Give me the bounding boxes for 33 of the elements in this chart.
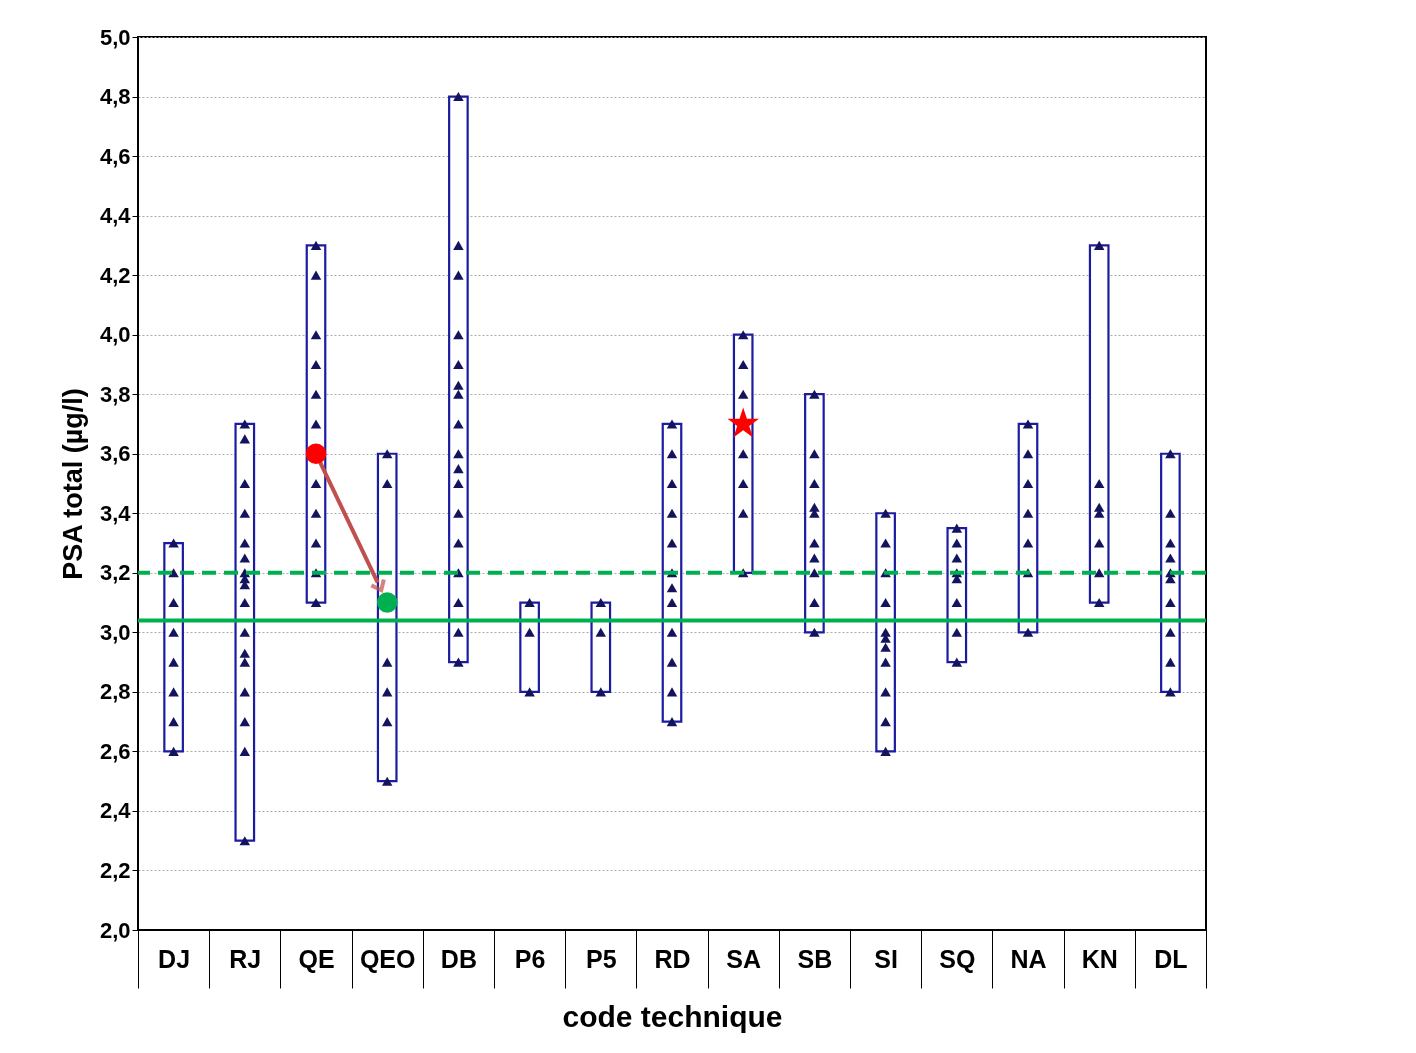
y-tick-label: 3,4 xyxy=(99,500,132,526)
x-tick-label: QE xyxy=(298,944,335,973)
y-tick-label: 2,6 xyxy=(99,738,131,764)
x-tick-label: QEO xyxy=(359,944,416,973)
x-tick-label: KN xyxy=(1081,944,1118,973)
y-tick-label: 2,2 xyxy=(99,857,131,883)
x-tick-label: NA xyxy=(1010,944,1047,973)
y-tick-label: 3,0 xyxy=(99,619,131,645)
x-tick-label: RJ xyxy=(229,944,262,973)
y-tick-label: 5,0 xyxy=(99,24,131,50)
y-tick-label: 3,2 xyxy=(99,560,131,586)
y-tick-label: 4,0 xyxy=(99,322,131,348)
x-tick-label: DL xyxy=(1154,944,1188,973)
y-tick-label: 4,6 xyxy=(99,143,131,169)
y-axis-title: PSA total (µg/l) xyxy=(57,388,88,580)
x-tick-label: DJ xyxy=(158,944,191,973)
y-tick-label: 4,2 xyxy=(99,262,131,288)
x-axis-title: code technique xyxy=(562,1000,783,1033)
y-tick-label: 4,4 xyxy=(99,203,132,229)
y-tick-label: 4,8 xyxy=(99,84,131,110)
x-tick-label: RD xyxy=(654,944,691,973)
x-tick-label: SQ xyxy=(939,944,976,973)
x-tick-label: DB xyxy=(440,944,477,973)
y-tick-label: 2,8 xyxy=(99,679,131,705)
x-tick-label: SB xyxy=(797,944,833,973)
y-tick-label: 2,0 xyxy=(99,917,131,943)
y-tick-label: 3,6 xyxy=(99,441,131,467)
x-tick-label: SI xyxy=(874,944,898,973)
x-tick-label: P5 xyxy=(586,944,617,973)
y-tick-label: 3,8 xyxy=(99,381,131,407)
x-tick-label: P6 xyxy=(514,944,546,973)
y-tick-label: 2,4 xyxy=(99,798,132,824)
x-tick-label: SA xyxy=(726,944,762,973)
